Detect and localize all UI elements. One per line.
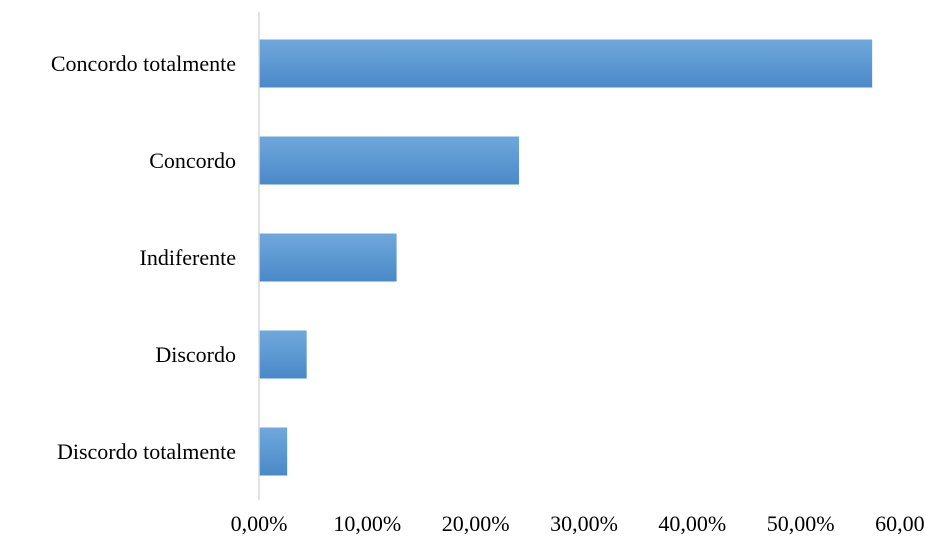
bars-layer bbox=[259, 39, 873, 476]
x-tick-label-6: 60,00% bbox=[875, 511, 925, 536]
category-labels: Concordo totalmente Concordo Indiferente Di… bbox=[51, 51, 236, 464]
bar-4 bbox=[259, 427, 288, 476]
x-tick-label-0: 0,00% bbox=[231, 511, 288, 536]
category-label-3: Discordo bbox=[155, 342, 236, 367]
x-tick-labels: 0,00% 10,00% 20,00% 30,00% 40,00% 50,00% 60,00… bbox=[231, 511, 925, 536]
category-label-2: Indiferente bbox=[140, 245, 237, 270]
x-tick-label-5: 50,00% bbox=[767, 511, 835, 536]
bar-2 bbox=[259, 233, 397, 282]
x-tick-label-1: 10,00% bbox=[333, 511, 401, 536]
x-tick-label-2: 20,00% bbox=[442, 511, 510, 536]
category-label-0: Concordo totalmente bbox=[51, 51, 236, 76]
category-label-1: Concordo bbox=[149, 148, 236, 173]
x-tick-label-4: 40,00% bbox=[658, 511, 726, 536]
bar-1 bbox=[259, 136, 519, 185]
x-tick-label-3: 30,00% bbox=[550, 511, 618, 536]
bar-3 bbox=[259, 330, 307, 379]
category-label-4: Discordo totalmente bbox=[57, 439, 236, 464]
bar-0 bbox=[259, 39, 873, 88]
